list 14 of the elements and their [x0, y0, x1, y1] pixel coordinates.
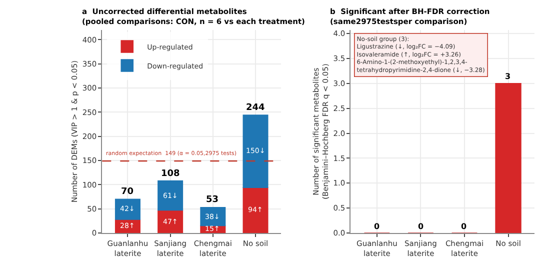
data-label: 3 — [505, 72, 511, 81]
total-label: 53 — [206, 195, 219, 205]
total-label: 70 — [121, 187, 134, 197]
bar — [242, 114, 268, 188]
bar — [158, 210, 184, 233]
data-label: 0 — [461, 222, 467, 231]
data-label: 0 — [418, 222, 424, 231]
bar — [158, 180, 184, 211]
total-label: 244 — [246, 103, 265, 113]
bar — [242, 187, 268, 233]
bar — [114, 198, 140, 220]
data-label: 0 — [374, 222, 380, 231]
bar — [200, 206, 226, 226]
total-label: 108 — [161, 169, 180, 179]
